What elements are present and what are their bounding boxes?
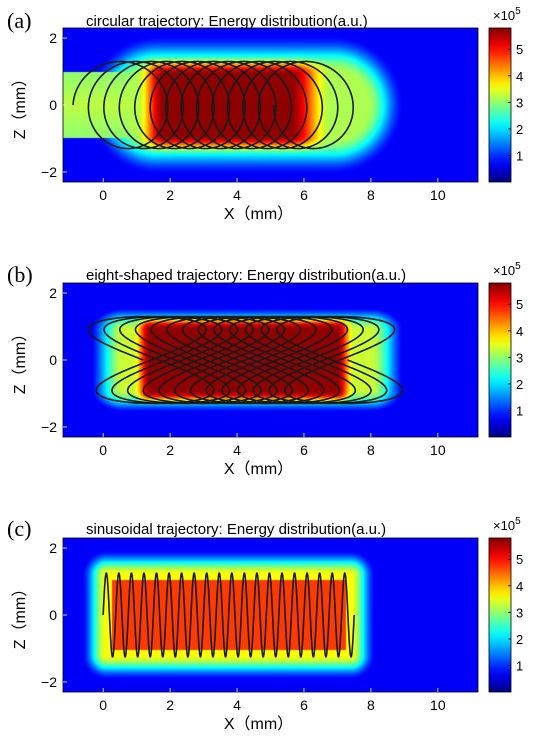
x-tick-label: 8 xyxy=(367,187,375,203)
y-axis-label: Z（mm） xyxy=(11,71,29,139)
colorbar-tick-label: 3 xyxy=(516,350,523,365)
energy-heatmap xyxy=(63,538,478,692)
colorbar-tick-label: 1 xyxy=(516,148,523,163)
y-axis-label: Z（mm） xyxy=(11,326,29,394)
x-tick-label: 0 xyxy=(99,187,107,203)
x-tick-label: 6 xyxy=(300,442,308,458)
colorbar-tick-label: 1 xyxy=(516,658,523,673)
colorbar-tick-label: 1 xyxy=(516,403,523,418)
panel-label: (b) xyxy=(7,262,33,287)
colorbar-tick-label: 2 xyxy=(516,632,523,647)
x-tick-label: 8 xyxy=(367,442,375,458)
x-axis-label: X（mm） xyxy=(224,460,293,478)
colorbar-exponent: ×105 xyxy=(493,516,521,533)
x-tick-label: 0 xyxy=(99,442,107,458)
trajectory-line xyxy=(87,315,404,405)
y-axis-label: Z（mm） xyxy=(11,581,29,649)
x-axis-label: X（mm） xyxy=(224,715,293,733)
y-tick-label: −2 xyxy=(41,419,57,435)
x-tick-label: 2 xyxy=(166,442,174,458)
colorbar-tick-label: 4 xyxy=(516,579,523,594)
panel-label: (a) xyxy=(7,8,31,33)
colorbar-tick-label: 5 xyxy=(516,297,523,312)
panel-label: (c) xyxy=(7,516,31,541)
energy-heatmap xyxy=(63,28,478,182)
x-tick-label: 10 xyxy=(430,442,446,458)
chart-title: eight-shaped trajectory: Energy distribu… xyxy=(86,267,406,284)
trajectory-line xyxy=(72,60,355,150)
colorbar-tick-label: 3 xyxy=(516,95,523,110)
colorbar-tick-label: 4 xyxy=(516,69,523,84)
x-tick-label: 6 xyxy=(300,187,308,203)
colorbar-tick-label: 2 xyxy=(516,122,523,137)
y-tick-label: −2 xyxy=(41,164,57,180)
colorbar-exponent: ×105 xyxy=(493,261,521,278)
colorbar-tick-label: 4 xyxy=(516,324,523,339)
colorbar-exponent: ×105 xyxy=(493,6,521,23)
y-tick-label: 2 xyxy=(49,540,57,556)
x-tick-label: 2 xyxy=(166,697,174,713)
y-tick-label: −2 xyxy=(41,674,57,690)
colorbar xyxy=(488,27,512,183)
colorbar xyxy=(488,537,512,693)
x-tick-label: 10 xyxy=(430,697,446,713)
colorbar-tick-label: 2 xyxy=(516,377,523,392)
x-tick-label: 6 xyxy=(300,697,308,713)
x-tick-label: 4 xyxy=(233,442,241,458)
y-tick-label: 0 xyxy=(49,97,57,113)
y-tick-label: 0 xyxy=(49,352,57,368)
x-tick-label: 10 xyxy=(430,187,446,203)
trajectory-line xyxy=(102,572,355,658)
chart-title: sinusoidal trajectory: Energy distributi… xyxy=(86,521,386,538)
colorbar-tick-label: 5 xyxy=(516,42,523,57)
y-tick-label: 0 xyxy=(49,607,57,623)
panel-1: 0 2 4 6 8 10 −2 0 2 X（mm） Z（mm） (b) eight-shaped tra… xyxy=(7,261,523,478)
y-tick-label: 2 xyxy=(49,285,57,301)
x-tick-label: 0 xyxy=(99,697,107,713)
x-tick-label: 4 xyxy=(233,697,241,713)
panel-2: 0 2 4 6 8 10 −2 0 2 X（mm） Z（mm） (c) sinusoidal traje… xyxy=(7,516,523,733)
x-axis-label: X（mm） xyxy=(224,205,293,223)
colorbar xyxy=(488,282,512,438)
colorbar-tick-label: 5 xyxy=(516,552,523,567)
colorbar-tick-label: 3 xyxy=(516,605,523,620)
x-tick-label: 8 xyxy=(367,697,375,713)
panel-0: 0 2 4 6 8 10 −2 0 2 X（mm） Z（mm） (a) circular traject… xyxy=(7,6,523,223)
x-tick-label: 2 xyxy=(166,187,174,203)
chart-title: circular trajectory: Energy distribution… xyxy=(86,13,368,30)
y-tick-label: 2 xyxy=(49,30,57,46)
x-tick-label: 4 xyxy=(233,187,241,203)
